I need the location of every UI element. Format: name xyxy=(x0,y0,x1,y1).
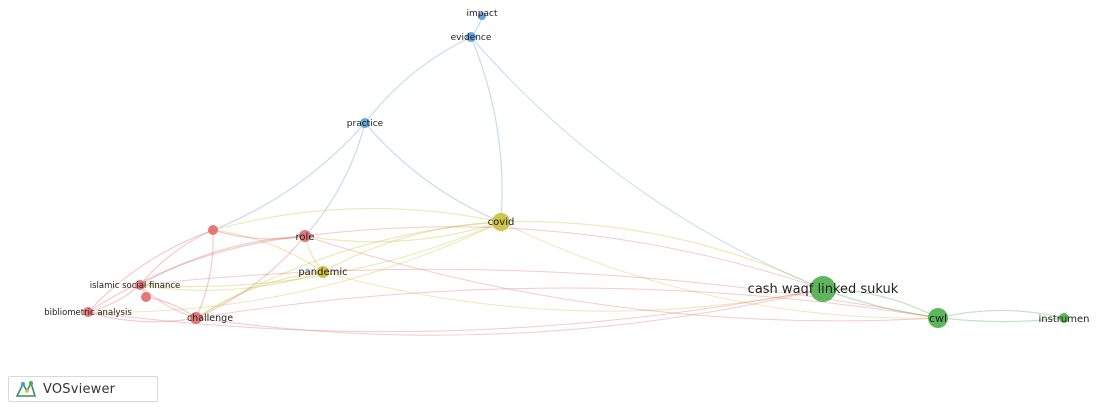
link-role-cwl xyxy=(304,235,939,322)
link-islamic_social_finance-challenge xyxy=(139,284,197,319)
link-role-red_unlabeled xyxy=(212,229,306,240)
link-islamic_social_finance-bibliometric_analysis xyxy=(87,284,141,313)
link-covid-bibliometric_analysis xyxy=(87,221,502,313)
node-label-covid: covid xyxy=(488,217,515,228)
node-label-role: role xyxy=(296,232,315,243)
node-red_small[interactable] xyxy=(141,292,151,302)
node-covid[interactable] xyxy=(492,213,510,231)
link-practice-red_unlabeled xyxy=(212,122,366,231)
node-label-practice: practice xyxy=(347,119,384,129)
link-practice-role xyxy=(304,122,366,237)
link-covid-red_unlabeled xyxy=(212,207,502,231)
link-role-islamic_social_finance xyxy=(139,235,306,286)
node-label-instrument: instrumen xyxy=(1039,314,1090,325)
link-pandemic-cwls_main xyxy=(322,271,824,312)
node-label-challenge: challenge xyxy=(187,313,233,324)
link-pandemic-challenge xyxy=(195,271,324,319)
link-role-bibliometric_analysis xyxy=(87,235,306,313)
link-challenge-cwl xyxy=(195,287,939,319)
node-label-cwls_main: cash waqf linked sukuk xyxy=(748,282,899,297)
link-covid-challenge xyxy=(195,221,502,319)
link-cwl-instrument xyxy=(937,309,1065,319)
node-practice[interactable] xyxy=(360,118,370,128)
link-practice-covid xyxy=(364,122,502,223)
node-role[interactable] xyxy=(299,230,311,242)
node-cwl[interactable] xyxy=(928,308,948,328)
node-label-bibliometric_analysis: bibliometric analysis xyxy=(44,308,132,318)
node-label-impact: impact xyxy=(467,9,498,19)
link-red_unlabeled-bibliometric_analysis xyxy=(87,229,214,313)
node-label-islamic_social_finance: islamic social finance xyxy=(90,281,181,291)
link-challenge-cwls_main xyxy=(195,288,824,336)
node-label-pandemic: pandemic xyxy=(298,267,347,278)
node-label-evidence: evidence xyxy=(451,33,492,43)
node-label-cwl: cwl xyxy=(929,312,947,325)
link-role-challenge xyxy=(195,235,306,319)
link-covid-cwls_main xyxy=(500,221,824,290)
node-challenge[interactable] xyxy=(190,312,202,324)
link-pandemic-islamic_social_finance xyxy=(139,271,324,292)
vosviewer-logo-icon xyxy=(15,380,37,397)
link-evidence-cwls_main xyxy=(470,36,824,290)
link-covid-pandemic xyxy=(322,221,502,273)
node-cwls_main[interactable] xyxy=(810,276,836,302)
link-red_unlabeled-challenge xyxy=(195,229,214,319)
link-bibliometric_analysis-challenge xyxy=(87,311,197,323)
link-red_unlabeled-islamic_social_finance xyxy=(139,229,214,286)
vosviewer-logo: VOSviewer xyxy=(8,376,158,402)
node-evidence[interactable] xyxy=(466,32,476,42)
link-covid-role xyxy=(304,221,502,243)
link-bibliometric_analysis-cwls_main xyxy=(87,288,824,333)
node-islamic_social_finance[interactable] xyxy=(135,280,145,290)
node-red_unlabeled[interactable] xyxy=(208,225,218,235)
link-pandemic-red_unlabeled xyxy=(212,229,324,273)
link-role-cwls_main xyxy=(304,226,824,290)
link-covid-cwl xyxy=(500,221,939,319)
node-instrument[interactable] xyxy=(1059,313,1069,323)
node-bibliometric_analysis[interactable] xyxy=(83,307,93,317)
link-evidence-practice xyxy=(364,36,472,124)
node-impact[interactable] xyxy=(478,12,486,20)
node-pandemic[interactable] xyxy=(317,266,329,278)
logo-text: VOSviewer xyxy=(43,381,116,397)
link-evidence-covid xyxy=(470,36,503,223)
